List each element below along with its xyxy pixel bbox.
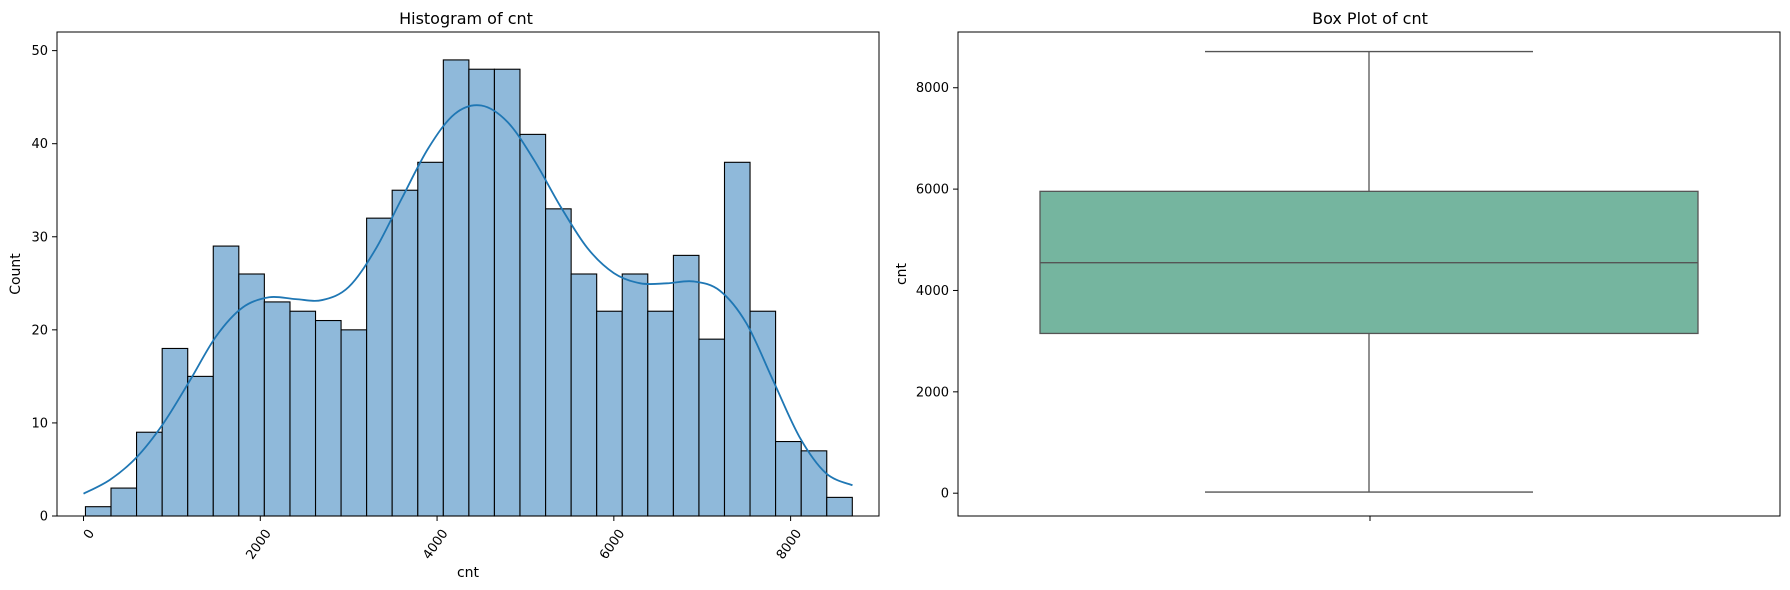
histogram-bar bbox=[775, 440, 802, 517]
histogram-bar bbox=[161, 347, 189, 517]
y-tick-label: 40 bbox=[31, 137, 48, 152]
histogram-x-label: cnt bbox=[457, 565, 480, 581]
histogram-bar bbox=[263, 301, 291, 517]
y-tick-label: 50 bbox=[31, 44, 48, 59]
histogram-panel: Histogram of cnt 0 2000 4000 6000 8000 0 10 20… bbox=[8, 9, 880, 581]
y-tick-label: 30 bbox=[31, 230, 48, 245]
y-tick-label: 0 bbox=[941, 487, 949, 502]
histogram-bar bbox=[545, 208, 572, 517]
y-tick-label: 8000 bbox=[916, 81, 949, 96]
boxplot-title: Box Plot of cnt bbox=[1312, 9, 1428, 28]
histogram-bar bbox=[672, 254, 700, 517]
y-tick-label: 0 bbox=[40, 510, 48, 525]
boxplot-frame bbox=[957, 31, 1781, 517]
histogram-bar bbox=[135, 431, 163, 517]
histogram-bar bbox=[417, 161, 444, 517]
histogram-bar bbox=[238, 273, 265, 517]
histogram-y-ticks: 0 10 20 30 40 50 bbox=[31, 44, 57, 525]
y-tick-label: 4000 bbox=[916, 284, 949, 299]
y-tick-label: 10 bbox=[31, 416, 48, 431]
histogram-bar bbox=[468, 68, 495, 517]
kde-curve bbox=[83, 104, 853, 495]
histogram-bar bbox=[110, 487, 138, 517]
histogram-bar bbox=[391, 189, 419, 517]
histogram-bars bbox=[84, 59, 853, 517]
histogram-bar bbox=[187, 375, 214, 517]
boxplot-elements bbox=[1039, 50, 1699, 493]
histogram-bar bbox=[519, 133, 547, 517]
boxplot-y-label: cnt bbox=[894, 262, 910, 285]
histogram-bar bbox=[366, 217, 393, 517]
histogram-bar bbox=[723, 161, 751, 517]
x-tick-label: 0 bbox=[81, 527, 98, 542]
x-tick-label: 2000 bbox=[244, 527, 275, 563]
boxplot-y-ticks: 0 2000 4000 6000 8000 bbox=[916, 81, 958, 502]
histogram-bar bbox=[647, 310, 674, 517]
histogram-frame bbox=[56, 31, 880, 517]
histogram-bar bbox=[596, 310, 623, 517]
histogram-bar bbox=[84, 506, 112, 517]
histogram-bar bbox=[493, 68, 521, 517]
histogram-y-label: Count bbox=[8, 253, 24, 295]
histogram-bar bbox=[749, 310, 777, 517]
histogram-bar bbox=[314, 319, 342, 517]
boxplot-panel: Box Plot of cnt 0 2000 4000 6000 8000 cnt bbox=[894, 9, 1781, 521]
histogram-bar bbox=[698, 338, 726, 517]
histogram-bar bbox=[621, 273, 649, 517]
histogram-bar bbox=[570, 273, 598, 517]
x-tick-label: 6000 bbox=[597, 527, 628, 563]
histogram-bar bbox=[340, 329, 368, 517]
histogram-title: Histogram of cnt bbox=[399, 9, 533, 28]
histogram-bar bbox=[442, 59, 470, 517]
y-tick-label: 6000 bbox=[916, 183, 949, 198]
histogram-bar bbox=[800, 450, 828, 517]
histogram-bar bbox=[826, 496, 853, 517]
y-tick-label: 20 bbox=[31, 323, 48, 338]
histogram-bar bbox=[289, 310, 317, 517]
y-tick-label: 2000 bbox=[916, 385, 949, 400]
x-tick-label: 8000 bbox=[774, 527, 805, 563]
histogram-x-ticks: 0 2000 4000 6000 8000 bbox=[81, 516, 805, 562]
x-tick-label: 4000 bbox=[420, 527, 451, 563]
histogram-bar bbox=[212, 245, 240, 517]
